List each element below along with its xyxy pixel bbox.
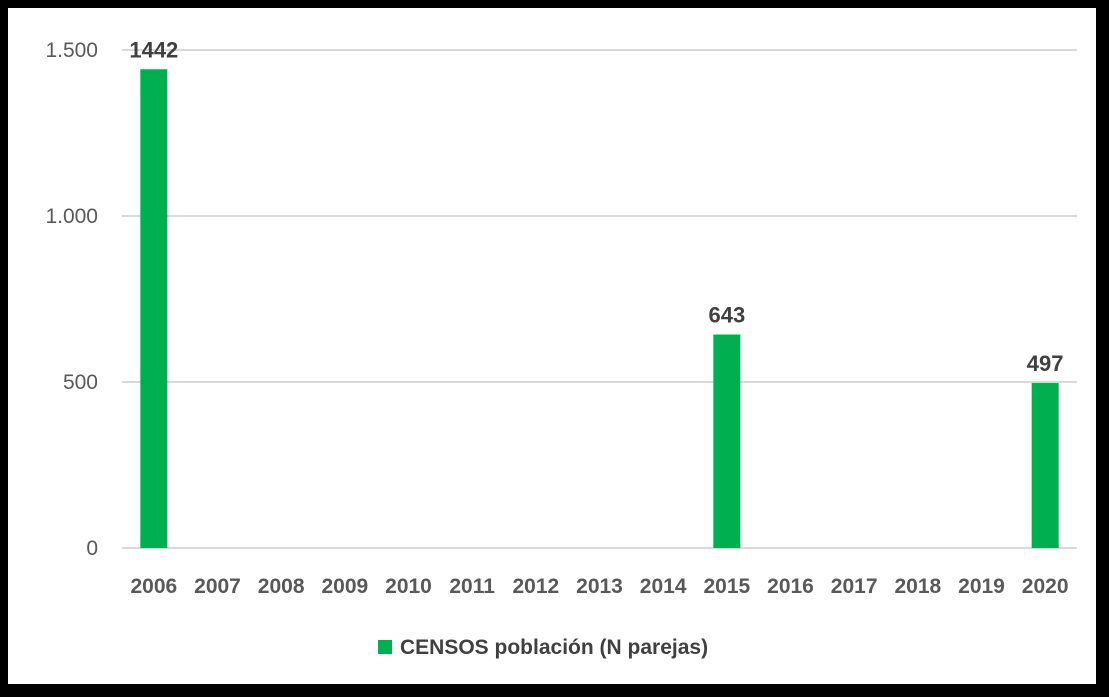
legend-swatch — [378, 640, 392, 654]
x-tick-label: 2015 — [703, 575, 750, 598]
data-label: 643 — [708, 303, 745, 328]
x-tick-label: 2008 — [258, 575, 305, 598]
y-tick-label: 1.500 — [45, 39, 98, 62]
x-tick-label: 2014 — [640, 575, 687, 598]
data-label: 1442 — [129, 37, 178, 62]
x-tick-label: 2016 — [767, 575, 814, 598]
y-tick-label: 0 — [86, 537, 98, 560]
x-tick-label: 2013 — [576, 575, 623, 598]
bar — [1031, 382, 1059, 548]
x-tick-label: 2018 — [894, 575, 941, 598]
legend-label: CENSOS población (N parejas) — [400, 636, 708, 659]
legend[interactable]: CENSOS población (N parejas) — [378, 636, 708, 659]
x-tick-label: 2009 — [321, 575, 368, 598]
y-tick-label: 1.000 — [45, 205, 98, 228]
x-tick-label: 2012 — [512, 575, 559, 598]
y-axis-ticks: 0 500 1.000 1.500 — [45, 39, 98, 560]
gridlines — [122, 49, 1077, 549]
x-tick-label: 2020 — [1022, 575, 1069, 598]
x-axis-ticks: 2006 2007 2008 2009 2010 2011 2012 2013 2014 2015… — [130, 575, 1068, 598]
data-label: 497 — [1027, 351, 1064, 376]
x-tick-label: 2010 — [385, 575, 432, 598]
bar — [140, 69, 168, 549]
x-tick-label: 2019 — [958, 575, 1005, 598]
bars — [140, 69, 1059, 549]
x-tick-label: 2017 — [831, 575, 878, 598]
y-tick-label: 500 — [63, 371, 98, 394]
x-tick-label: 2006 — [130, 575, 177, 598]
bar — [713, 334, 741, 548]
data-labels: 1442 643 497 — [129, 37, 1063, 376]
x-tick-label: 2011 — [449, 575, 495, 598]
x-tick-label: 2007 — [194, 575, 241, 598]
